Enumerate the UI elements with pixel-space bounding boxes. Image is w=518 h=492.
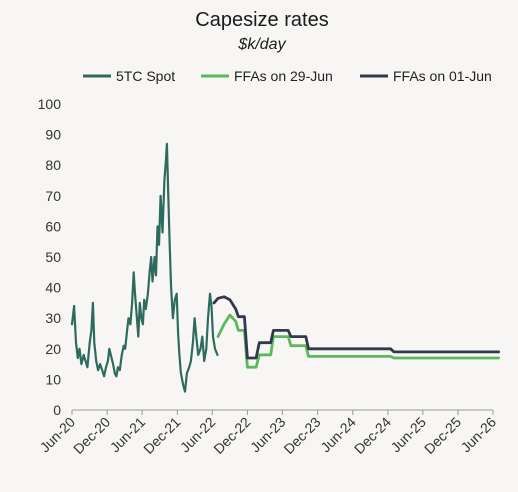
y-tick-label: 0 xyxy=(53,402,61,418)
y-tick-label: 30 xyxy=(45,310,61,326)
x-tick-label: Dec-23 xyxy=(280,414,323,457)
y-tick-label: 90 xyxy=(45,127,61,143)
plot-area xyxy=(70,142,500,393)
legend: 5TC Spot FFAs on 29-Jun FFAs on 01-Jun xyxy=(83,68,492,84)
x-tick-label: Jun-25 xyxy=(387,414,429,456)
series-line-2 xyxy=(216,313,500,369)
chart-subtitle: $k/day xyxy=(237,36,286,53)
y-tick-label: 70 xyxy=(45,188,61,204)
x-tick-label: Jun-22 xyxy=(177,414,219,456)
x-tick-label: Dec-24 xyxy=(351,414,394,457)
legend-label-3: FFAs on 01-Jun xyxy=(393,68,492,84)
x-tick-label: Jun-23 xyxy=(247,414,289,456)
y-tick-label: 80 xyxy=(45,157,61,173)
x-tick-label: Jun-24 xyxy=(317,414,359,456)
x-tick-label: Jun-20 xyxy=(37,414,79,456)
series-line-3 xyxy=(212,295,500,360)
y-axis: 0 10 20 30 40 50 60 70 80 90 100 xyxy=(38,96,62,418)
y-tick-label: 100 xyxy=(38,96,62,112)
legend-label-1: 5TC Spot xyxy=(116,68,175,84)
x-axis: Jun-20Dec-20Jun-21Dec-21Jun-22Dec-22Jun-… xyxy=(37,409,500,457)
legend-label-2: FFAs on 29-Jun xyxy=(234,68,333,84)
y-tick-label: 60 xyxy=(45,218,61,234)
x-tick-label: Dec-20 xyxy=(70,414,113,457)
x-tick-label: Jun-26 xyxy=(458,414,500,456)
y-tick-label: 10 xyxy=(45,371,61,387)
x-tick-label: Jun-21 xyxy=(107,414,149,456)
chart-title: Capesize rates xyxy=(195,9,328,31)
y-tick-label: 40 xyxy=(45,280,61,296)
y-tick-label: 50 xyxy=(45,249,61,265)
series-line-1 xyxy=(70,142,219,393)
x-tick-label: Dec-22 xyxy=(210,414,253,457)
x-tick-label: Dec-21 xyxy=(140,414,183,457)
y-tick-label: 20 xyxy=(45,341,61,357)
x-tick-label: Dec-25 xyxy=(421,414,464,457)
